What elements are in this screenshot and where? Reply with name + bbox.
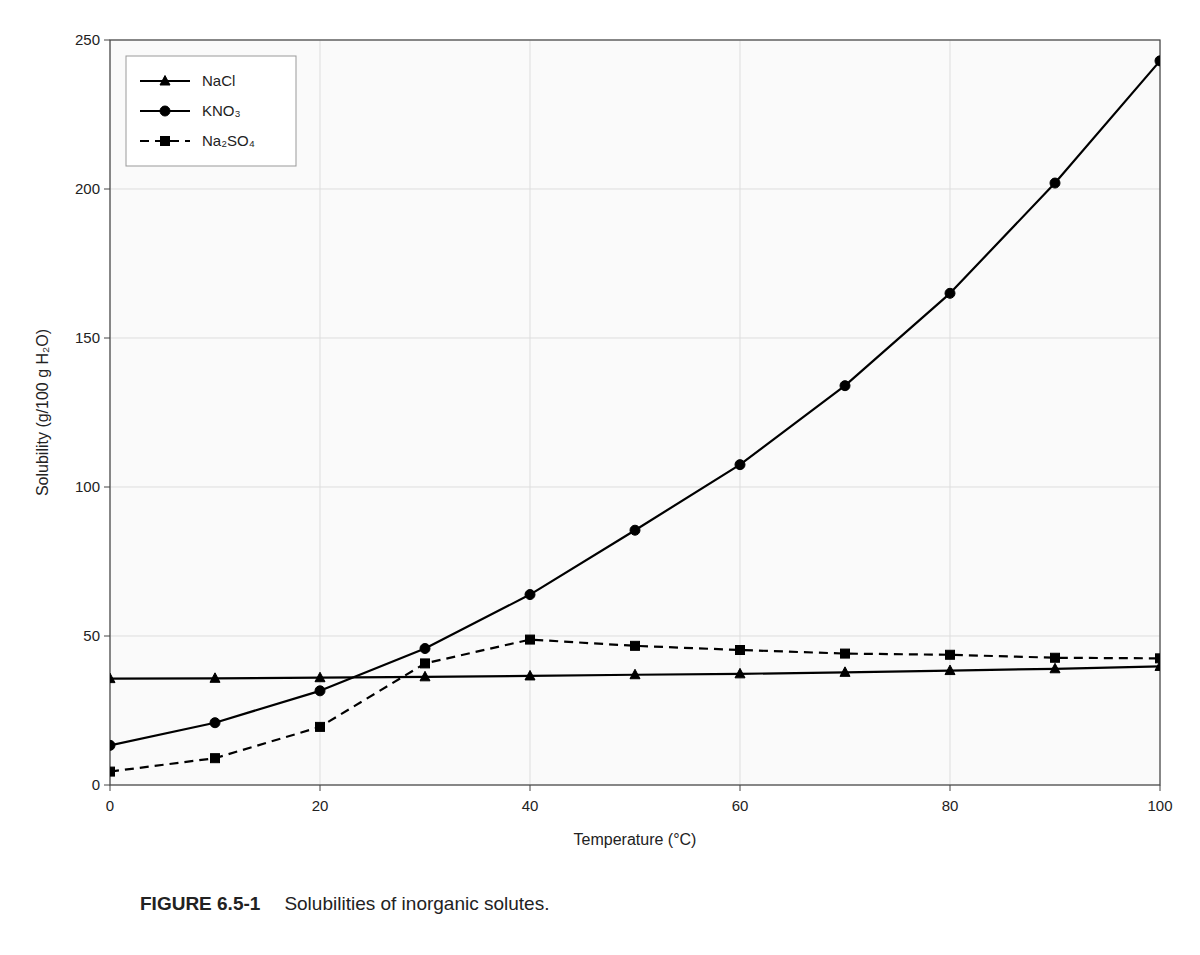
point: [525, 590, 535, 600]
point: [420, 671, 430, 681]
series-line: [110, 640, 1160, 772]
x-tick: [530, 785, 531, 791]
legend-marker: [160, 106, 170, 116]
point: [110, 767, 115, 776]
x-tick: [1160, 785, 1161, 791]
point: [840, 381, 850, 391]
y-axis-label: Solubility (g/100 g H₂O): [34, 329, 51, 496]
point: [526, 635, 535, 644]
legend-box: [126, 56, 296, 166]
axes: 0 20 40 60 80 100 0 50 100 150 200 250: [75, 31, 1173, 814]
y-tick-label: 150: [75, 329, 100, 346]
y-tick: [104, 189, 110, 190]
point: [210, 673, 220, 683]
point: [110, 673, 115, 683]
x-tick-label: 0: [106, 797, 114, 814]
y-tick-label: 200: [75, 180, 100, 197]
x-tick-label: 20: [312, 797, 329, 814]
point: [841, 649, 850, 658]
point: [736, 646, 745, 655]
series-line: [110, 666, 1160, 678]
y-tick-label: 250: [75, 31, 100, 48]
y-tick: [104, 785, 110, 786]
legend-label: NaCl: [202, 72, 235, 89]
y-grid-line: [110, 338, 1160, 339]
point: [421, 659, 430, 668]
point: [211, 754, 220, 763]
point: [1050, 663, 1060, 673]
x-axis-label: Temperature (°C): [574, 831, 697, 848]
x-tick-label: 100: [1147, 797, 1172, 814]
point: [525, 670, 535, 680]
point: [315, 672, 325, 682]
point: [1051, 653, 1060, 662]
y-tick: [104, 338, 110, 339]
x-tick-label: 60: [732, 797, 749, 814]
data-layer: [110, 56, 1160, 776]
legend: NaCl KNO₃ Na₂SO₄: [126, 56, 296, 166]
y-tick: [104, 487, 110, 488]
chart: 0 20 40 60 80 100 0 50 100 150 200 250 Temperature (…: [0, 0, 1200, 955]
y-grid-line: [110, 487, 1160, 488]
point: [945, 665, 955, 675]
legend-label: KNO₃: [202, 102, 241, 119]
y-tick: [104, 40, 110, 41]
caption-text: Solubilities of inorganic solutes.: [284, 893, 549, 914]
y-tick-label: 100: [75, 478, 100, 495]
point: [630, 525, 640, 535]
legend-marker: [160, 76, 170, 86]
plot-area: [110, 40, 1160, 785]
y-tick-label: 50: [83, 627, 100, 644]
x-tick: [950, 785, 951, 791]
point: [630, 669, 640, 679]
point: [946, 650, 955, 659]
point: [840, 667, 850, 677]
x-tick-label: 80: [942, 797, 959, 814]
caption-number: FIGURE 6.5-1: [140, 893, 261, 914]
point: [316, 722, 325, 731]
x-tick-label: 40: [522, 797, 539, 814]
y-grid-line: [110, 189, 1160, 190]
point: [1156, 654, 1161, 663]
x-tick: [740, 785, 741, 791]
point: [315, 686, 325, 696]
point: [110, 740, 115, 750]
x-tick: [110, 785, 111, 791]
legend-label: Na₂SO₄: [202, 132, 255, 149]
point: [631, 641, 640, 650]
y-grid-line: [110, 636, 1160, 637]
plot-frame: [110, 40, 1160, 785]
point: [1155, 56, 1160, 66]
point: [420, 644, 430, 654]
legend-marker: [161, 137, 170, 146]
point: [735, 460, 745, 470]
y-tick: [104, 636, 110, 637]
x-tick: [320, 785, 321, 791]
point: [1050, 178, 1060, 188]
point: [735, 668, 745, 678]
y-tick-label: 0: [92, 776, 100, 793]
grid: [110, 40, 1160, 785]
point: [945, 288, 955, 298]
point: [210, 718, 220, 728]
